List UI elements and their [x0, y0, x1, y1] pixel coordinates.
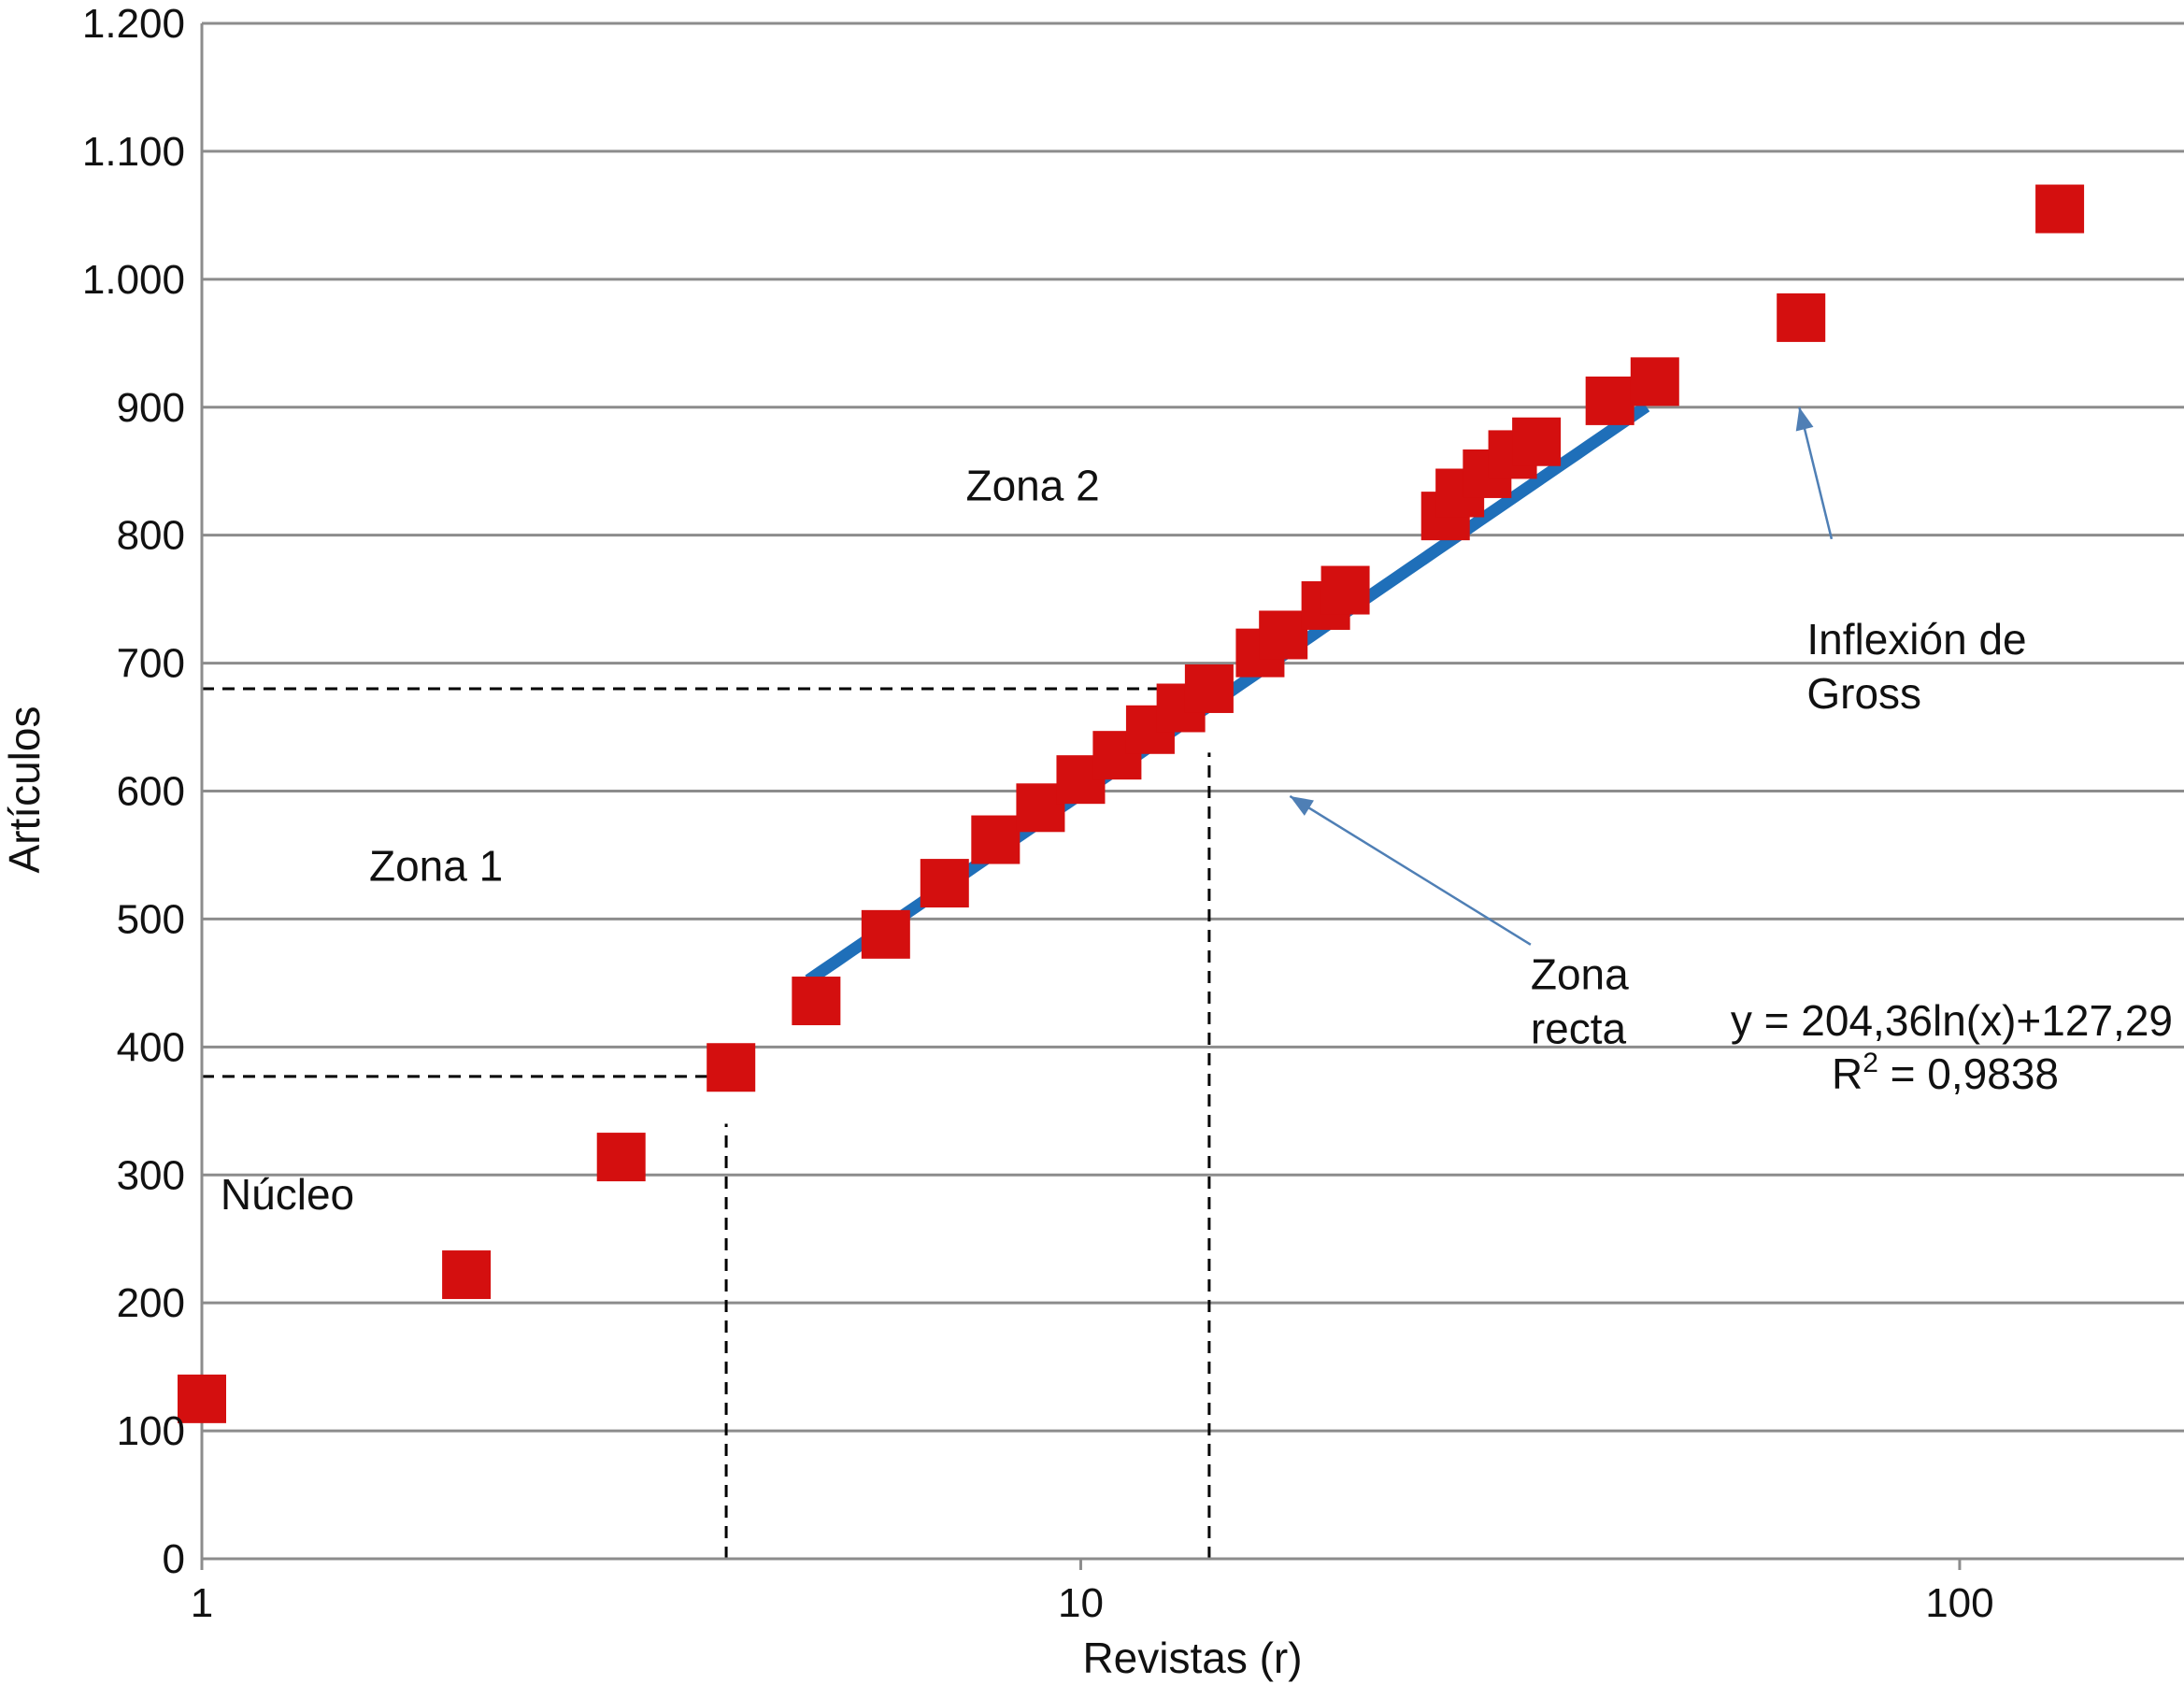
data-point-8: [971, 815, 1021, 864]
data-point-24: [1585, 376, 1634, 425]
data-point-23: [1512, 417, 1562, 466]
data-point-4: [707, 1043, 756, 1092]
x-tick-label-10: 10: [1058, 1580, 1104, 1626]
y-tick-label-500: 500: [117, 896, 185, 942]
annotation-zona-2-line-1: Zona 2: [965, 462, 1099, 510]
y-tick-label-1200: 1.200: [82, 1, 185, 47]
y-tick-label-0: 0: [163, 1536, 185, 1582]
data-point-5: [792, 977, 841, 1026]
data-point-25: [1630, 357, 1679, 407]
annotation-zona-1-line-1: Zona 1: [369, 841, 503, 890]
data-point-7: [920, 859, 969, 908]
arrow-head-inflexion-gross: [1795, 407, 1814, 432]
tick-labels: 0 100 200 300 400 500 600 700 800 900 1.000 1.100 1.…: [82, 1, 1994, 1626]
annotation-zona-recta-line-1: Zona: [1531, 950, 1629, 999]
data-point-2: [442, 1250, 492, 1300]
data-point-27: [2035, 184, 2085, 234]
annotation-nucleo: Núcleo: [221, 1170, 354, 1219]
annotation-zona-2: Zona 2: [965, 462, 1099, 510]
data-point-6: [861, 909, 910, 959]
y-tick-label-200: 200: [117, 1280, 185, 1326]
annotation-inflexion-gross-line-1: Inflexión de: [1806, 615, 2026, 664]
data-point-18: [1320, 565, 1370, 615]
trendline-r-squared: R2 = 0,9838: [1832, 1048, 2059, 1098]
gridlines: [202, 21, 2184, 1433]
x-axis-title: Revistas (r): [1082, 1634, 1302, 1682]
data-point-3: [596, 1133, 646, 1182]
y-tick-label-900: 900: [117, 385, 185, 431]
arrow-line-inflexion-gross: [1798, 407, 1834, 540]
guide-lines: [202, 687, 1211, 1559]
annotation-nucleo-line-1: Núcleo: [221, 1170, 354, 1219]
data-point-14: [1184, 664, 1234, 713]
annotation-zona-recta-line-2: recta: [1531, 1005, 1627, 1053]
data-point-1: [178, 1374, 226, 1423]
annotation-zona-1: Zona 1: [369, 841, 503, 890]
y-tick-label-300: 300: [117, 1152, 185, 1198]
y-tick-label-100: 100: [117, 1408, 185, 1454]
y-tick-label-700: 700: [117, 641, 185, 687]
annotation-inflexion-gross-line-2: Gross: [1806, 669, 1921, 718]
annotation-zona-recta: Zona recta: [1531, 950, 1629, 1053]
y-tick-label-400: 400: [117, 1024, 185, 1070]
axes: [200, 23, 2184, 1570]
x-tick-label-1: 1: [191, 1580, 213, 1626]
trendline-equation: y = 204,36ln(x)+127,29: [1731, 996, 2173, 1045]
y-tick-label-800: 800: [117, 513, 185, 559]
y-tick-label-1100: 1.100: [82, 129, 185, 175]
r-squared-superscript: 2: [1863, 1048, 1878, 1078]
arrow-line-zona-recta: [1289, 794, 1532, 946]
data-point-26: [1777, 293, 1826, 342]
annotations: Núcleo Zona 1 Zona 2 Zona recta Inflexión de G…: [221, 407, 2027, 1219]
r-squared-value: = 0,9838: [1878, 1049, 2059, 1098]
annotation-inflexion-gross: Inflexión de Gross: [1806, 615, 2026, 718]
data-points: [178, 184, 2085, 1423]
r-squared-symbol: R: [1832, 1049, 1863, 1098]
x-tick-label-100: 100: [1925, 1580, 1993, 1626]
y-tick-label-1000: 1.000: [82, 257, 185, 303]
y-axis-title: Artículos: [0, 706, 49, 874]
data-point-16: [1259, 610, 1308, 660]
arrow-head-zona-recta: [1290, 795, 1314, 816]
y-tick-label-600: 600: [117, 769, 185, 815]
